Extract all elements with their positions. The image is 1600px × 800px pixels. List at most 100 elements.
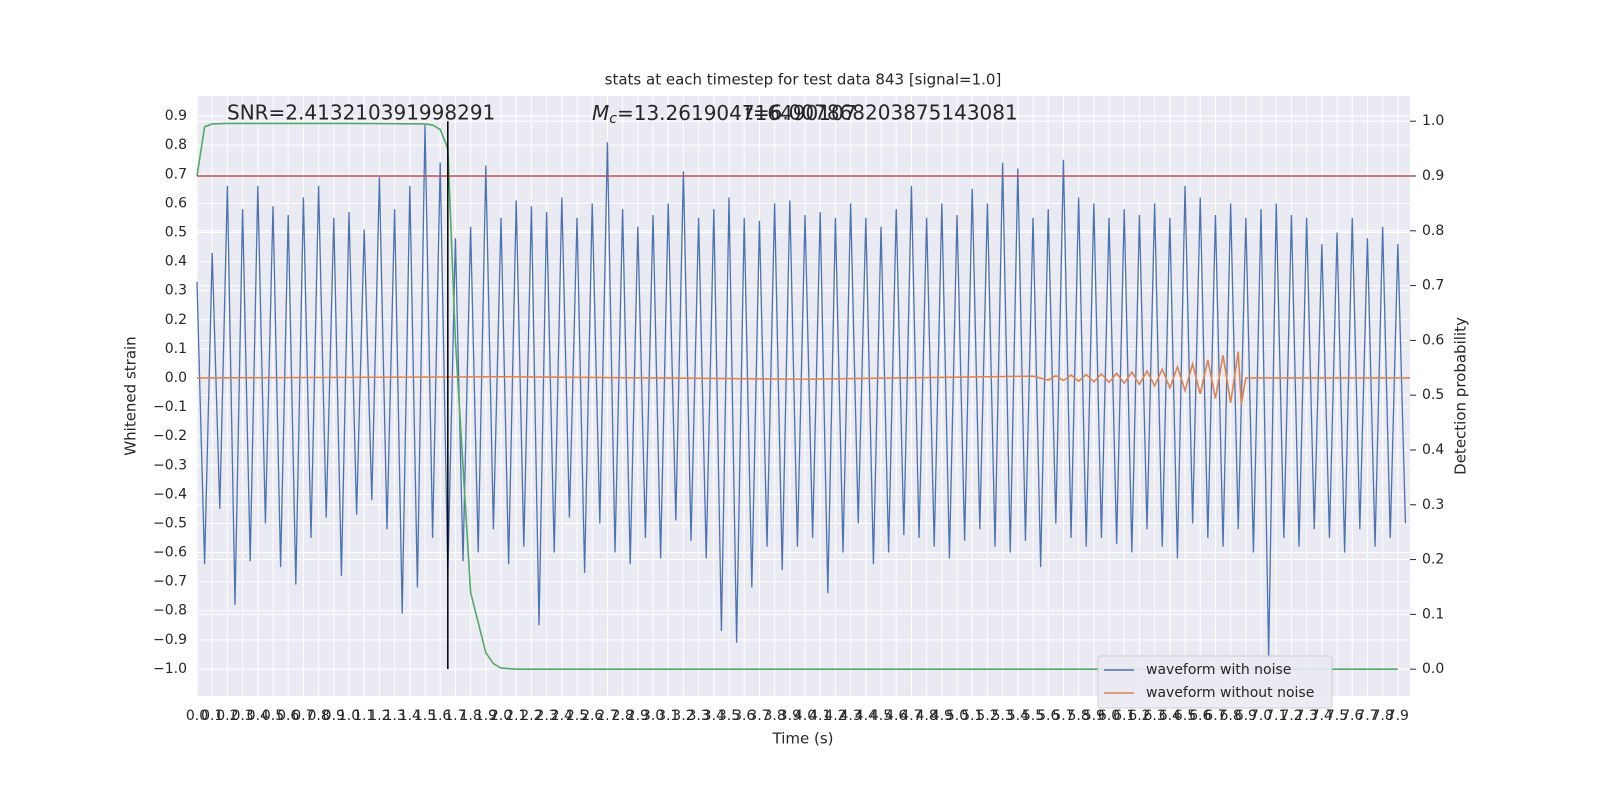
mc-sub: c [609,111,617,127]
x-tick-label: 6.1 [1113,708,1135,724]
x-tick-label: 5.3 [991,708,1013,724]
x-tick-label: 0.3 [231,708,253,724]
legend: waveform with noise waveform without nois… [1097,655,1333,709]
x-tick-label: 5.2 [976,708,998,724]
x-tick-label: 4.6 [885,708,907,724]
y2-tick-label: 0.7 [1422,278,1444,294]
x-tick-label: 6.5 [1174,708,1196,724]
x-tick-label: 2.3 [535,708,557,724]
x-tick-label: 6.8 [1220,708,1242,724]
plot-area [197,96,1410,696]
t-annotation: t=6.007868203875143081 [745,101,1018,125]
x-tick-label: 4.7 [900,708,922,724]
snr-annotation: SNR=2.413210391998291 [227,101,495,125]
x-tick-label: 7.5 [1326,708,1348,724]
x-tick-label: 0.9 [323,708,345,724]
x-tick-label: 6.7 [1204,708,1226,724]
x-tick-label: 3.3 [687,708,709,724]
x-tick-label: 3.1 [657,708,679,724]
x-tick-label: 6.4 [1159,708,1181,724]
x-tick-label: 5.8 [1067,708,1089,724]
x-tick-label: 1.2 [368,708,390,724]
y2-tick-label: 0.6 [1422,332,1444,348]
y-tick-label: −0.3 [153,457,187,473]
x-tick-label: 1.1 [353,708,375,724]
x-tick-label: 1.4 [399,708,421,724]
y-tick-label: −1.0 [153,661,187,677]
x-tick-label: 3.5 [718,708,740,724]
x-tick-label: 2.7 [596,708,618,724]
y-tick-label: −0.2 [153,428,187,444]
y2-axis-label: Detection probability [1452,317,1470,475]
y-tick-label: 0.7 [165,166,187,182]
x-tick-label: 0.6 [277,708,299,724]
x-tick-label: 1.5 [414,708,436,724]
x-tick-label: 5.4 [1007,708,1029,724]
y-tick-label: −0.6 [153,545,187,561]
y-tick-label: 0.5 [165,224,187,240]
x-tick-label: 3.2 [672,708,694,724]
x-tick-label: 6.2 [1128,708,1150,724]
x-tick-label: 3.0 [642,708,664,724]
y-tick-label: −0.5 [153,515,187,531]
mc-annotation: Mc=13.261904716490107 [592,101,856,128]
x-tick-label: 5.6 [1037,708,1059,724]
y-tick-label: 0.8 [165,137,187,153]
y2-tick-label: 0.2 [1422,552,1444,568]
x-tick-label: 1.3 [383,708,405,724]
x-tick-label: 5.7 [1052,708,1074,724]
y2-tick-label: 0.9 [1422,168,1444,184]
x-tick-label: 0.2 [216,708,238,724]
x-tick-label: 3.7 [748,708,770,724]
x-tick-label: 2.8 [611,708,633,724]
x-tick-label: 0.4 [247,708,269,724]
x-tick-label: 7.3 [1296,708,1318,724]
x-tick-label: 2.5 [566,708,588,724]
x-tick-label: 3.9 [779,708,801,724]
x-tick-label: 4.2 [824,708,846,724]
legend-label: waveform without noise [1146,685,1314,701]
mc-symbol: M [592,101,609,125]
x-tick-label: 2.0 [490,708,512,724]
series-line [196,124,1407,658]
x-tick-label: 7.1 [1265,708,1287,724]
x-tick-label: 3.6 [733,708,755,724]
y-tick-label: −0.4 [153,486,187,502]
chart-title: stats at each timestep for test data 843… [605,71,1002,89]
y-tick-label: 0.1 [165,341,187,357]
x-tick-label: 6.9 [1235,708,1257,724]
x-tick-label: 5.1 [961,708,983,724]
x-tick-label: 4.1 [809,708,831,724]
x-tick-label: 3.4 [703,708,725,724]
x-tick-label: 5.5 [1022,708,1044,724]
y-axis-label: Whitened strain [122,336,140,455]
x-tick-label: 0.1 [201,708,223,724]
x-tick-label: 3.8 [763,708,785,724]
x-tick-label: 4.5 [870,708,892,724]
x-tick-label: 6.3 [1143,708,1165,724]
x-tick-label: 7.9 [1387,708,1409,724]
x-tick-label: 1.0 [338,708,360,724]
y2-tick-label: 1.0 [1422,113,1444,129]
x-tick-label: 4.9 [931,708,953,724]
mc-text: =13.261904716490107 [617,101,856,125]
x-tick-label: 2.6 [581,708,603,724]
x-tick-label: 1.8 [459,708,481,724]
x-tick-label: 4.4 [855,708,877,724]
y-tick-label: 0.9 [165,108,187,124]
x-tick-label: 6.0 [1098,708,1120,724]
x-tick-label: 0.0 [186,708,208,724]
y-tick-label: 0.2 [165,312,187,328]
x-tick-label: 1.7 [444,708,466,724]
y-tick-label: −0.9 [153,632,187,648]
x-tick-label: 7.0 [1250,708,1272,724]
x-tick-label: 4.3 [839,708,861,724]
x-tick-label: 2.1 [505,708,527,724]
legend-label: waveform with noise [1146,662,1291,678]
x-tick-label: 7.6 [1341,708,1363,724]
y-tick-label: 0.6 [165,195,187,211]
y-tick-label: 0.0 [165,370,187,386]
x-tick-label: 6.6 [1189,708,1211,724]
